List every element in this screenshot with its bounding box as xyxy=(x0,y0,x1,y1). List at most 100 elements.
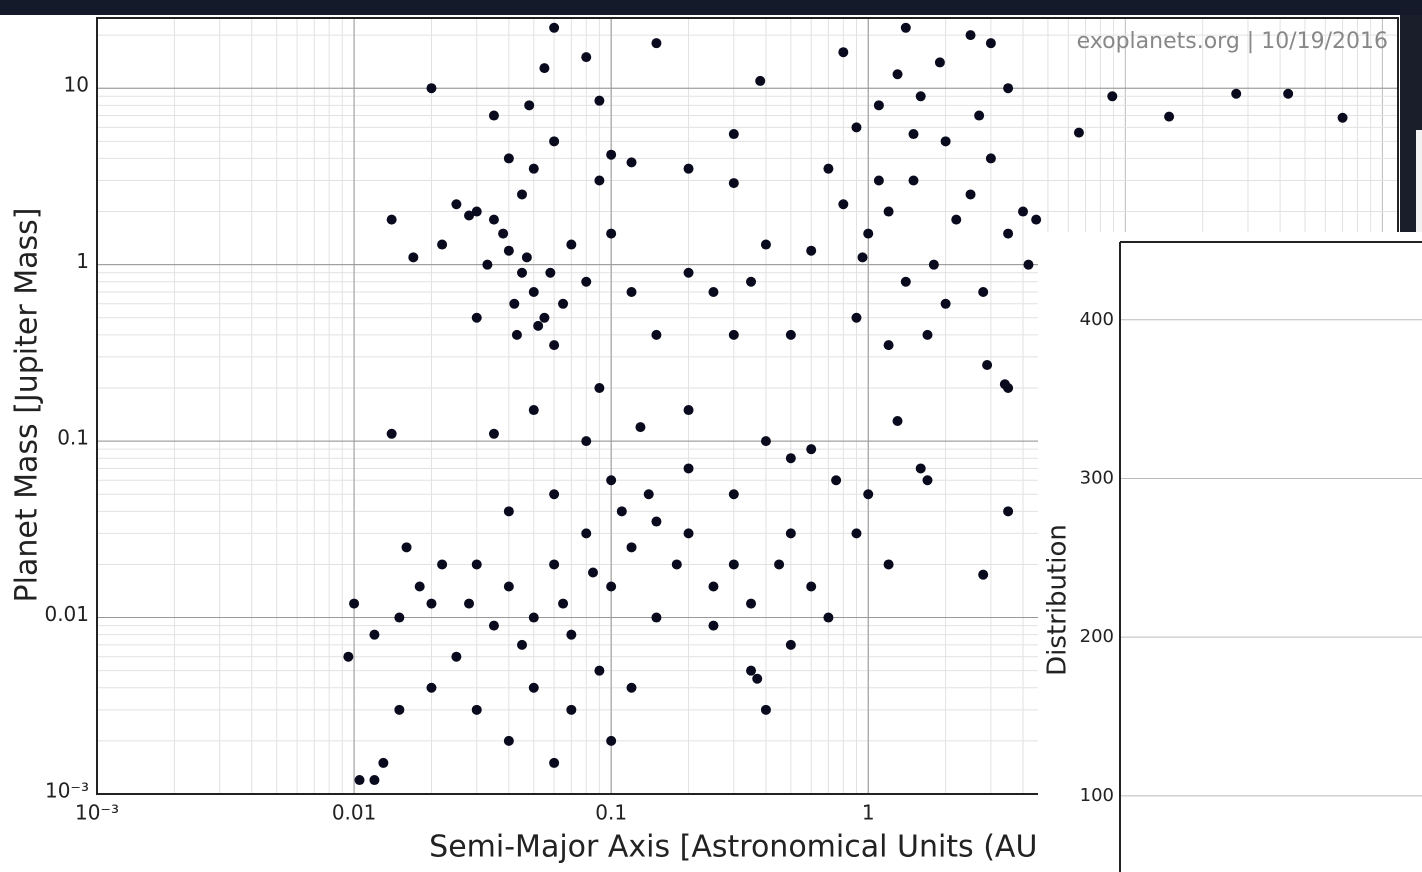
planet-point xyxy=(549,757,560,768)
planet-point xyxy=(1003,382,1014,393)
planet-point xyxy=(503,735,514,746)
planet-point xyxy=(482,259,493,270)
planet-point xyxy=(437,559,448,570)
planet-point xyxy=(581,276,592,287)
planet-point xyxy=(934,57,945,68)
planet-point xyxy=(354,775,365,786)
planet-point xyxy=(982,359,993,370)
planet-point xyxy=(408,252,419,263)
planet-point xyxy=(464,598,475,609)
planet-point xyxy=(386,428,397,439)
planet-point xyxy=(566,629,577,640)
y-tick-label: 1 xyxy=(76,249,89,273)
planet-point xyxy=(922,329,933,340)
planet-point xyxy=(900,22,911,33)
planet-point xyxy=(503,153,514,164)
planet-point xyxy=(471,206,482,217)
planet-point xyxy=(873,100,884,111)
y-axis-label: Planet Mass [Jupiter Mass] xyxy=(10,208,45,603)
main-chart: 10⁻³ 0.01 0.1 1 10⁻³ 0.01 0.1 1 10 exoplanets.org… xyxy=(10,17,1399,865)
planet-point xyxy=(343,651,354,662)
y-tick-label: 10 xyxy=(64,73,89,97)
x-tick-label: 0.01 xyxy=(332,801,377,825)
planet-point xyxy=(883,340,894,351)
planet-point xyxy=(488,214,499,225)
planet-point xyxy=(558,298,569,309)
planet-point xyxy=(606,475,617,486)
planet-point xyxy=(760,436,771,447)
planet-point xyxy=(606,149,617,160)
planet-point xyxy=(528,405,539,416)
planet-point xyxy=(900,276,911,287)
y-tick-label: 400 xyxy=(1080,309,1114,330)
planet-point xyxy=(503,506,514,517)
planet-point xyxy=(985,38,996,49)
planet-point xyxy=(549,22,560,33)
planet-point xyxy=(774,559,785,570)
planet-point xyxy=(851,528,862,539)
planet-point xyxy=(915,91,926,102)
planet-point xyxy=(517,267,528,278)
planet-point xyxy=(883,559,894,570)
planet-point xyxy=(823,612,834,623)
planet-point xyxy=(708,620,719,631)
planet-point xyxy=(549,559,560,570)
planet-point xyxy=(594,665,605,676)
y-tick-label: 0.1 xyxy=(57,426,89,450)
planet-point xyxy=(426,682,437,693)
planet-point xyxy=(521,252,532,263)
planet-point xyxy=(863,228,874,239)
planet-point xyxy=(511,329,522,340)
planet-point xyxy=(594,175,605,186)
planet-point xyxy=(746,665,757,676)
planet-point xyxy=(806,581,817,592)
planet-point xyxy=(437,239,448,250)
planet-point xyxy=(581,52,592,63)
planet-point xyxy=(806,444,817,455)
planet-point xyxy=(806,245,817,256)
planet-point xyxy=(594,382,605,393)
planet-point xyxy=(498,228,509,239)
planet-point xyxy=(892,69,903,80)
planet-point xyxy=(915,463,926,474)
planet-point xyxy=(831,475,842,486)
planet-point xyxy=(533,320,544,331)
planet-point xyxy=(1164,111,1175,122)
planet-point xyxy=(349,598,360,609)
planet-point xyxy=(1003,506,1014,517)
planet-point xyxy=(851,312,862,323)
planet-point xyxy=(471,704,482,715)
planet-point xyxy=(524,100,535,111)
planet-point xyxy=(892,416,903,427)
planet-point xyxy=(378,757,389,768)
planet-point xyxy=(974,110,985,121)
planet-point xyxy=(626,682,637,693)
planet-point xyxy=(928,259,939,270)
planet-point xyxy=(549,136,560,147)
planet-point xyxy=(760,704,771,715)
planet-point xyxy=(635,422,646,433)
planet-point xyxy=(517,639,528,650)
planet-point xyxy=(760,239,771,250)
planet-point xyxy=(651,612,662,623)
planet-point xyxy=(558,598,569,609)
planet-point xyxy=(1018,206,1029,217)
planet-point xyxy=(588,567,599,578)
planet-point xyxy=(517,189,528,200)
planet-point xyxy=(863,489,874,500)
second-chart: 100 200 300 400 Distribution xyxy=(1043,241,1422,872)
planet-point xyxy=(838,199,849,210)
top-band xyxy=(0,0,1422,15)
planet-point xyxy=(426,598,437,609)
planet-point xyxy=(616,506,627,517)
planet-point xyxy=(528,612,539,623)
planet-point xyxy=(401,542,412,553)
planet-point xyxy=(509,298,520,309)
planet-point xyxy=(606,581,617,592)
planet-point xyxy=(978,286,989,297)
planet-point xyxy=(549,340,560,351)
planet-point xyxy=(1283,88,1294,99)
x-axis-label: Semi-Major Axis [Astronomical Units (AU)… xyxy=(429,830,1061,865)
planet-point xyxy=(683,528,694,539)
planet-point xyxy=(1003,83,1014,94)
